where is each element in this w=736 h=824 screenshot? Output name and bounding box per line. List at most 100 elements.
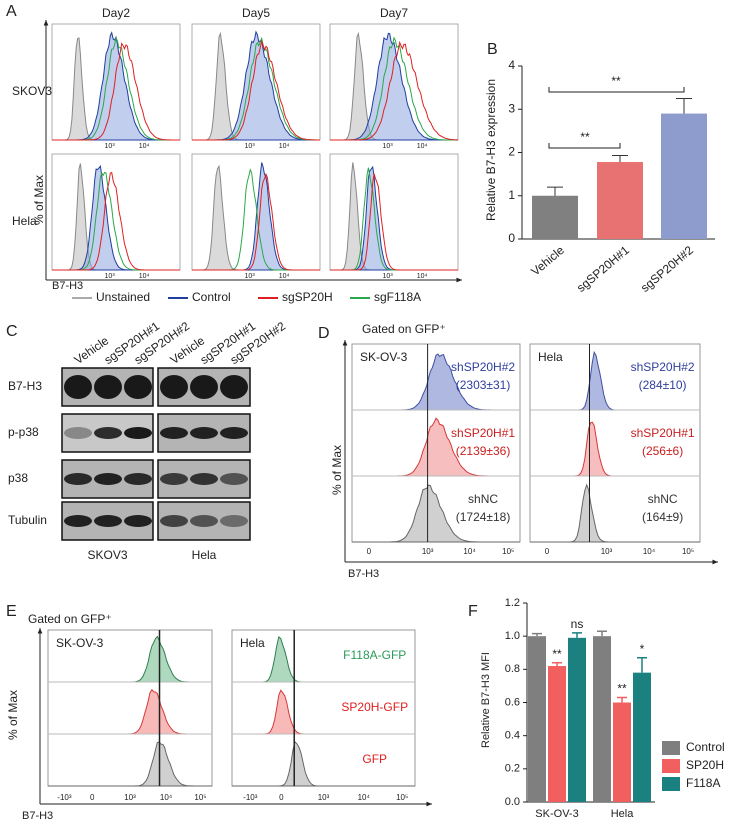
box-title: Hela bbox=[538, 350, 563, 364]
tick-label: 10⁴ bbox=[139, 273, 150, 280]
histogram-curve bbox=[52, 42, 180, 141]
tick-label: 10⁴ bbox=[417, 143, 428, 150]
annotation: shNC bbox=[468, 492, 498, 506]
blot-band bbox=[220, 427, 248, 439]
error-bar bbox=[532, 632, 542, 637]
y-tick-label: 1 bbox=[508, 188, 515, 202]
x-tick-label: SK-OV-3 bbox=[535, 808, 578, 820]
arrow-head bbox=[342, 340, 348, 346]
annotation: (2303±31) bbox=[456, 378, 511, 392]
histogram-curve bbox=[192, 39, 320, 141]
blot-band bbox=[160, 375, 188, 399]
error-bar bbox=[572, 632, 582, 638]
arrow-head bbox=[712, 559, 718, 565]
bar bbox=[613, 702, 631, 802]
tick-label: 0 bbox=[545, 547, 550, 556]
annotation: shSP20H#1 bbox=[631, 426, 695, 440]
blot-band bbox=[190, 515, 218, 527]
tick-label: 10³ bbox=[383, 143, 394, 150]
annotation: SP20H-GFP bbox=[341, 700, 408, 714]
box-title: SK-OV-3 bbox=[56, 636, 104, 650]
y-tick-label: 2 bbox=[508, 145, 515, 159]
tick-label: 10³ bbox=[124, 793, 136, 802]
axis-title: B7-H3 bbox=[348, 568, 379, 580]
legend-label: sgF118A bbox=[374, 290, 421, 304]
panel-label: C bbox=[6, 323, 18, 340]
histogram-curve bbox=[352, 484, 520, 543]
tick-label: 0 bbox=[279, 793, 284, 802]
annotation: shSP20H#1 bbox=[451, 426, 515, 440]
legend-swatch bbox=[662, 741, 680, 755]
tick-label: 10⁵ bbox=[682, 547, 694, 556]
histogram-curve bbox=[52, 171, 180, 271]
significance: ** bbox=[552, 647, 562, 661]
legend-swatch bbox=[662, 759, 680, 773]
blot-band bbox=[64, 427, 92, 439]
tick-label: 10³ bbox=[105, 143, 116, 150]
error-bar bbox=[676, 97, 692, 114]
arrow-head bbox=[426, 801, 432, 807]
annotation: shSP20H#2 bbox=[631, 360, 695, 374]
blot-band bbox=[64, 473, 92, 485]
blot-band bbox=[124, 515, 152, 527]
error-bar bbox=[597, 630, 607, 637]
y-tick-label: 0.8 bbox=[505, 663, 520, 675]
bar bbox=[568, 637, 586, 802]
blot-band bbox=[220, 515, 248, 527]
blot-band bbox=[190, 427, 218, 439]
row-label: SKOV3 bbox=[12, 84, 52, 98]
column-title: Day5 bbox=[242, 6, 270, 20]
blot-band bbox=[94, 375, 122, 399]
column-title: Day2 bbox=[102, 6, 130, 20]
tick-label: 10⁴ bbox=[279, 143, 290, 150]
blot-band bbox=[160, 515, 188, 527]
blot-band bbox=[64, 515, 92, 527]
y-tick-label: 0 bbox=[508, 231, 515, 245]
axis-title: Relative B7-H3 expression bbox=[484, 79, 498, 221]
annotation: shNC bbox=[648, 492, 678, 506]
y-tick-label: 0.0 bbox=[505, 796, 520, 808]
tick-label: 0 bbox=[90, 793, 95, 802]
histogram-curve bbox=[232, 740, 415, 787]
blot-band bbox=[160, 473, 188, 485]
tick-label: 10³ bbox=[383, 273, 394, 280]
tick-label: 10⁴ bbox=[160, 793, 173, 802]
bar bbox=[661, 113, 707, 239]
group-label: SKOV3 bbox=[87, 548, 127, 562]
blot-band bbox=[190, 473, 218, 485]
axis-title: % of Max bbox=[6, 690, 20, 740]
tick-label: 10³ bbox=[318, 793, 330, 802]
annotation: (284±10) bbox=[639, 378, 687, 392]
legend-label: SP20H bbox=[686, 758, 724, 772]
box-title: Hela bbox=[240, 636, 265, 650]
legend-label: Control bbox=[686, 740, 725, 754]
tick-label: 10⁴ bbox=[417, 273, 428, 280]
arrow-head bbox=[456, 277, 462, 283]
x-tick-label: Hela bbox=[611, 808, 635, 820]
y-tick-label: 0.4 bbox=[505, 730, 520, 742]
error-bar bbox=[547, 186, 563, 196]
column-title: Day7 bbox=[380, 6, 408, 20]
tick-label: -10³ bbox=[243, 793, 258, 802]
histogram-curve bbox=[330, 173, 458, 271]
histogram-curve bbox=[192, 172, 320, 271]
blot-band bbox=[94, 515, 122, 527]
tick-label: 10³ bbox=[245, 143, 256, 150]
blot-band bbox=[124, 473, 152, 485]
bar bbox=[528, 636, 546, 802]
error-bar bbox=[637, 656, 647, 673]
bar bbox=[597, 162, 643, 239]
row-label: p-p38 bbox=[8, 425, 39, 439]
axis-title: B7-H3 bbox=[22, 810, 53, 822]
significance: * bbox=[640, 642, 645, 656]
significance: ** bbox=[617, 682, 627, 696]
x-tick-label: sgSP20H#1 bbox=[574, 243, 632, 295]
blot-band bbox=[94, 427, 122, 439]
significance-bracket bbox=[548, 87, 685, 93]
tick-label: 10⁵ bbox=[502, 547, 514, 556]
x-tick-label: Vehicle bbox=[528, 243, 567, 279]
annotation: (1724±18) bbox=[456, 510, 511, 524]
significance: ** bbox=[580, 130, 590, 144]
plot-frame bbox=[51, 153, 181, 271]
